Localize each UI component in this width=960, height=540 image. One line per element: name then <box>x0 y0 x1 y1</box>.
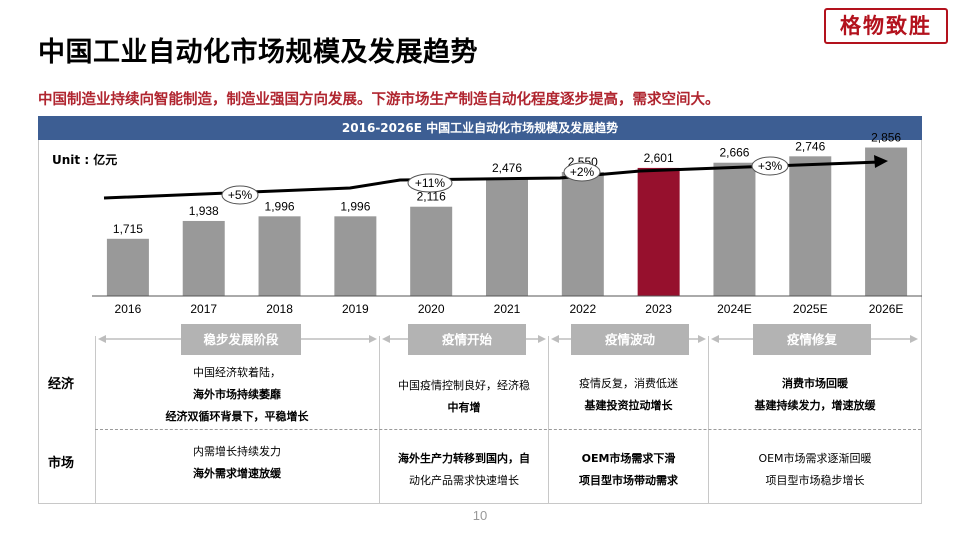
market-cell-4: OEM市场需求逐渐回暖 项目型市场稳步增长 <box>758 452 872 487</box>
growth-label: +3% <box>758 159 783 173</box>
row-divider <box>95 429 921 430</box>
column-divider <box>379 336 380 504</box>
category-label: 2020 <box>418 302 445 316</box>
category-label: 2018 <box>266 302 293 316</box>
period-arrow-left <box>711 335 719 343</box>
period-arrow-left <box>551 335 559 343</box>
column-divider <box>95 336 96 504</box>
period-arrow-right <box>369 335 377 343</box>
period-arrow-right <box>910 335 918 343</box>
bar-value-label: 2,476 <box>492 161 522 175</box>
growth-bubble <box>221 185 259 205</box>
growth-label: +11% <box>415 176 445 190</box>
bar-2023 <box>637 167 680 296</box>
growth-bubble <box>751 156 789 176</box>
bar-value-label: 1,996 <box>265 199 295 213</box>
period-arrow-left <box>98 335 106 343</box>
stage-pill-pandemic-recovery: 疫情修复 <box>753 324 871 355</box>
growth-bubble <box>563 162 601 182</box>
category-label: 2019 <box>342 302 369 316</box>
column-divider <box>708 336 709 504</box>
stage-pill-pandemic-start: 疫情开始 <box>408 324 526 355</box>
category-label: 2024E <box>717 302 752 316</box>
economy-cell-2: 中国疫情控制良好，经济稳 中有增 <box>398 379 530 414</box>
category-label: 2026E <box>869 302 904 316</box>
market-cell-3: OEM市场需求下滑 项目型市场带动需求 <box>579 452 678 487</box>
trend-arrowhead <box>874 155 888 168</box>
bar-value-label: 1,938 <box>189 204 219 218</box>
growth-bubble <box>407 173 453 193</box>
bar-2018 <box>258 216 301 296</box>
category-label: 2017 <box>190 302 217 316</box>
growth-label: +2% <box>570 165 595 179</box>
bar-value-label: 2,666 <box>719 146 749 160</box>
bar-value-label: 2,601 <box>644 151 674 165</box>
economy-cell-1: 中国经济软着陆， 海外市场持续萎靡 经济双循环背景下，平稳增长 <box>165 366 309 423</box>
bar-2025E <box>789 156 832 296</box>
stage-pill-pandemic-fluctuation: 疫情波动 <box>571 324 689 355</box>
category-label: 2023 <box>645 302 672 316</box>
bar-2019 <box>334 216 377 296</box>
bar-2020 <box>410 206 453 296</box>
bar-value-label: 1,996 <box>340 199 370 213</box>
category-label: 2016 <box>115 302 142 316</box>
economy-cell-3: 疫情反复，消费低迷 基建投资拉动增长 <box>579 377 678 412</box>
bar-2021 <box>486 177 528 296</box>
bar-value-label: 2,116 <box>417 190 446 204</box>
bar-2024E <box>713 162 756 296</box>
page-number: 10 <box>472 508 488 523</box>
stage-pill-steady-growth: 稳步发展阶段 <box>181 324 301 355</box>
bar-2017 <box>182 220 225 296</box>
unit-label: Unit : 亿元 <box>52 153 118 167</box>
period-arrow-left <box>382 335 390 343</box>
brand-logo: 格物致胜 <box>824 8 948 44</box>
bar-value-label: 2,746 <box>795 139 825 153</box>
bar-2016 <box>106 238 149 296</box>
period-arrow-right <box>538 335 546 343</box>
period-arrow-right <box>698 335 706 343</box>
column-divider <box>548 336 549 504</box>
bar-value-label: 2,856 <box>871 131 901 145</box>
row-label-market: 市场 <box>48 456 75 471</box>
category-label: 2021 <box>494 302 521 316</box>
row-label-economy: 经济 <box>48 377 75 392</box>
chart-title: 2016-2026E 中国工业自动化市场规模及发展趋势 <box>38 116 922 140</box>
bar-2022 <box>561 172 604 296</box>
economy-cell-4: 消费市场回暖 基建持续发力，增速放缓 <box>754 377 876 412</box>
category-label: 2025E <box>793 302 828 316</box>
category-label: 2022 <box>569 302 596 316</box>
page-subtitle: 中国制造业持续向智能制造，制造业强国方向发展。下游市场生产制造自动化程度逐步提高… <box>38 92 720 108</box>
bar-2026E <box>865 147 908 296</box>
bar-value-label: 1,715 <box>113 222 143 236</box>
trend-line <box>103 160 881 200</box>
market-cell-2: 海外生产力转移到国内，自 动化产品需求快速增长 <box>398 452 530 487</box>
page-title: 中国工业自动化市场规模及发展趋势 <box>38 37 478 68</box>
market-cell-1: 内需增长持续发力 海外需求增速放缓 <box>193 445 281 480</box>
growth-label: +5% <box>228 188 253 202</box>
